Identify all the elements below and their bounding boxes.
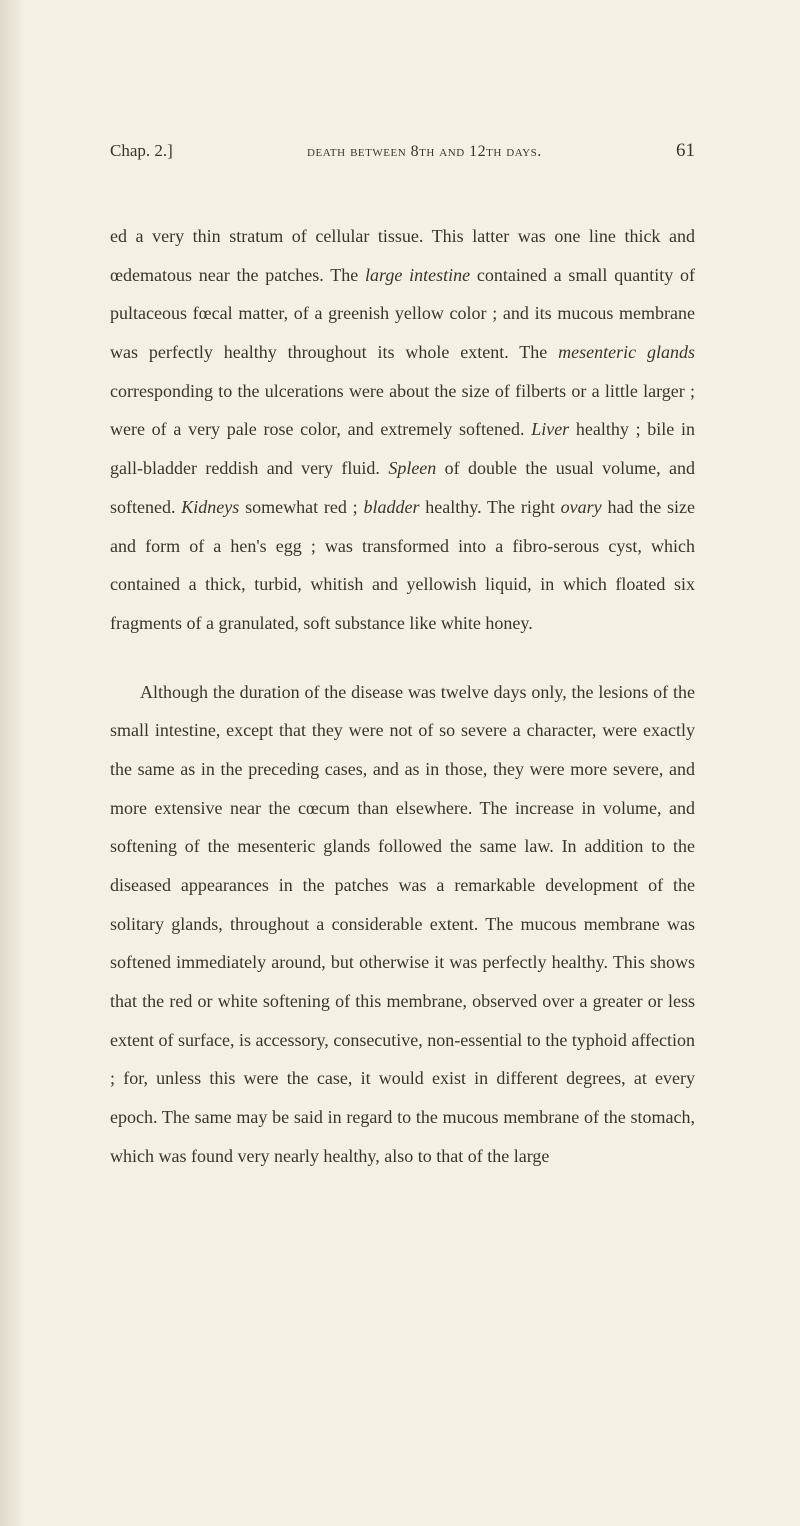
running-title: death between 8th and 12th days. xyxy=(307,143,542,161)
italic-text: ovary xyxy=(561,497,602,517)
body-text: ed a very thin stratum of cellular tissu… xyxy=(110,217,695,1176)
italic-text: Spleen xyxy=(388,458,436,478)
italic-text: Kidneys xyxy=(181,497,239,517)
italic-text: bladder xyxy=(363,497,419,517)
text-run: somewhat red ; xyxy=(239,497,363,517)
page-number: 61 xyxy=(676,140,695,162)
paragraph-2: Although the duration of the disease was… xyxy=(110,673,695,1176)
text-run: healthy. The right xyxy=(419,497,560,517)
page-header: Chap. 2.] death between 8th and 12th day… xyxy=(110,140,695,162)
chapter-reference: Chap. 2.] xyxy=(110,141,173,161)
page-shadow xyxy=(0,0,25,1526)
italic-text: Liver xyxy=(531,419,569,439)
paragraph-1: ed a very thin stratum of cellular tissu… xyxy=(110,217,695,643)
italic-text: large intestine xyxy=(365,265,470,285)
italic-text: mesenteric glands xyxy=(558,342,695,362)
text-run: had the size and form of a hen's egg ; w… xyxy=(110,497,695,633)
